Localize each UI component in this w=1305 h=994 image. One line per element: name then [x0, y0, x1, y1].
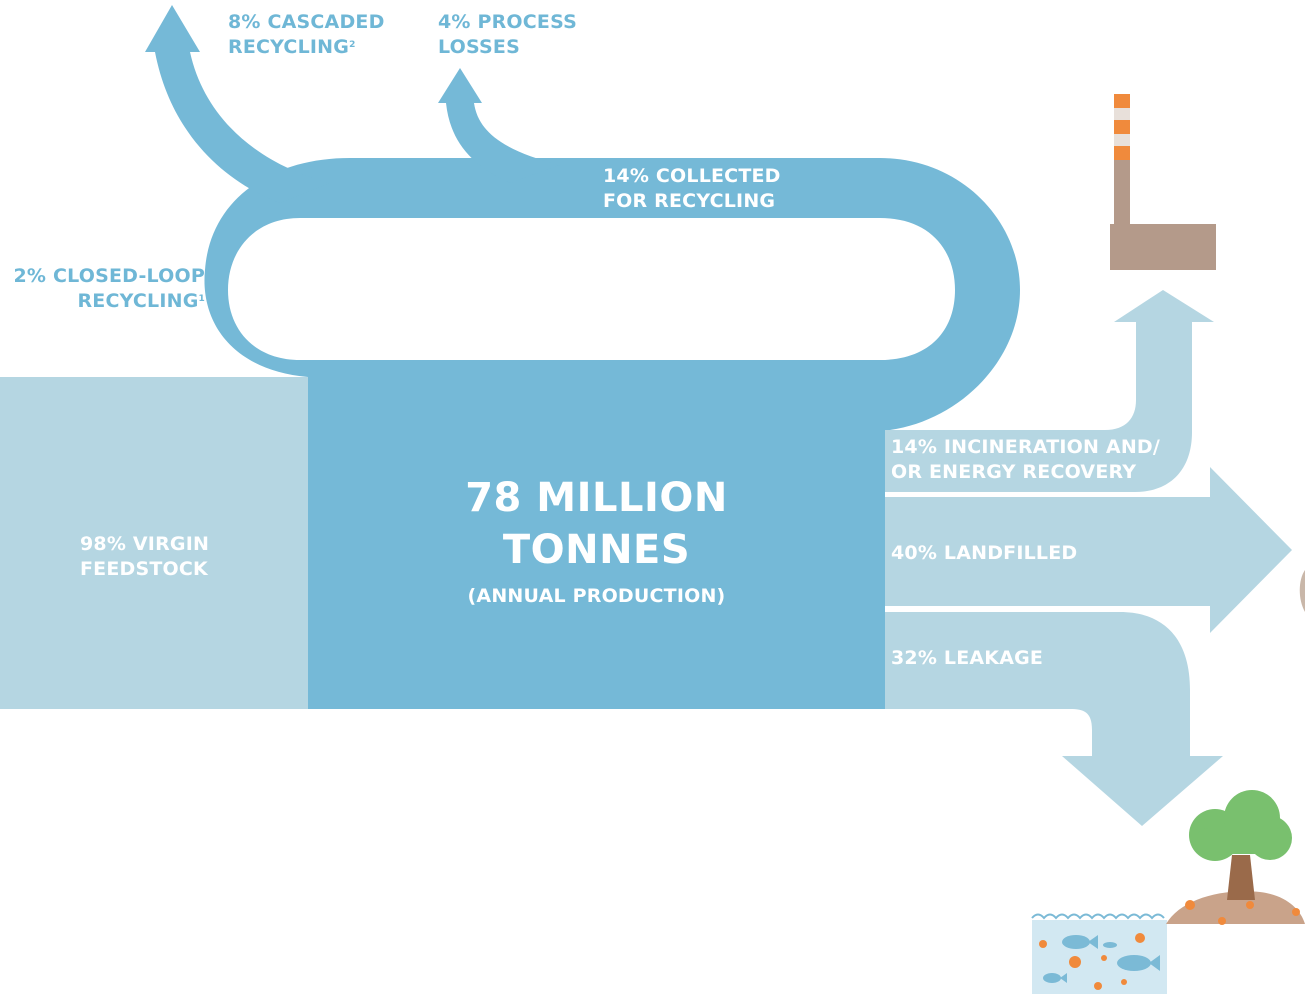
landfilled-arrow — [885, 467, 1292, 633]
landfill-icon — [1299, 570, 1305, 612]
process-losses-arrow — [438, 68, 560, 183]
virgin-feedstock-label: 98% VIRGIN FEEDSTOCK — [80, 533, 210, 580]
landfilled-label: 40% LANDFILLED — [891, 542, 1078, 564]
collected-for-recycling-label: 14% COLLECTED FOR RECYCLING — [603, 165, 781, 212]
cascaded-recycling-arrow — [145, 5, 330, 203]
production-amount: 78 MILLION — [465, 475, 728, 521]
annual-production-block — [308, 377, 885, 709]
recycling-loop-flow — [204, 158, 1020, 430]
incineration-label: 14% INCINERATION AND/ OR ENERGY RECOVERY — [891, 436, 1161, 483]
incineration-arrow — [885, 290, 1214, 492]
closed-loop-recycling-label: 2% CLOSED-LOOP RECYCLING1 — [13, 265, 205, 312]
production-unit: TONNES — [502, 527, 691, 573]
factory-chimney-icon — [1110, 94, 1216, 270]
virgin-feedstock-flow — [0, 377, 308, 709]
ocean-fish-icon — [1031, 913, 1167, 994]
leakage-arrow — [885, 612, 1223, 826]
cascaded-recycling-label: 8% CASCADED RECYCLING2 — [228, 11, 385, 58]
production-caption: (ANNUAL PRODUCTION) — [467, 585, 726, 607]
leakage-label: 32% LEAKAGE — [891, 647, 1044, 669]
process-losses-label: 4% PROCESS LOSSES — [438, 11, 578, 58]
annual-production-label: 78 MILLION TONNES (ANNUAL PRODUCTION) — [308, 472, 885, 609]
tree-icon — [1166, 790, 1305, 925]
